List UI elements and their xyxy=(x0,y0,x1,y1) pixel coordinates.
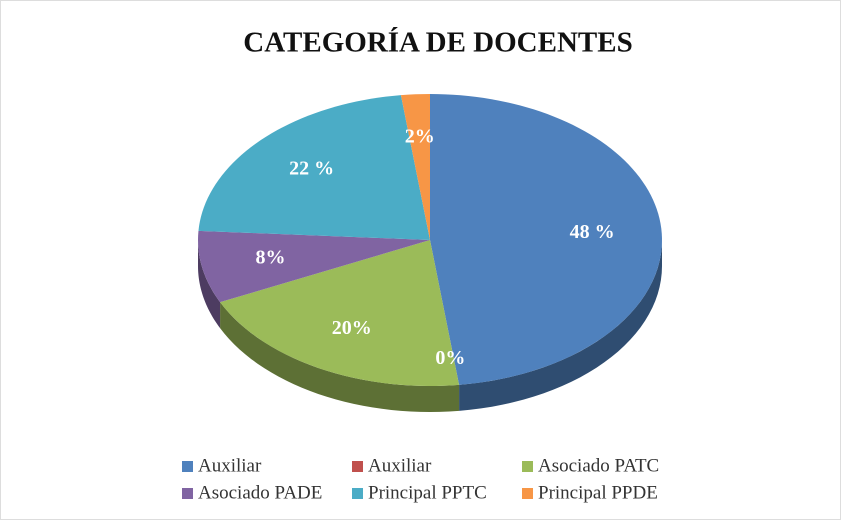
legend-swatch xyxy=(352,461,363,472)
legend-swatch xyxy=(352,488,363,499)
data-label: 48 % xyxy=(570,221,615,243)
legend-swatch xyxy=(522,488,533,499)
slice xyxy=(220,240,460,386)
slice xyxy=(198,95,430,241)
slice-side xyxy=(459,240,662,411)
data-label: 0% xyxy=(435,347,465,369)
data-label: 22 % xyxy=(289,158,334,180)
data-label: 8% xyxy=(255,247,285,269)
data-label: 20% xyxy=(332,317,372,339)
legend-label: Principal PPTC xyxy=(368,482,487,503)
legend-swatch xyxy=(182,488,193,499)
legend-label: Asociado PADE xyxy=(198,482,322,503)
legend-label: Auxiliar xyxy=(368,455,432,476)
legend-label: Auxiliar xyxy=(198,455,262,476)
slice-side xyxy=(198,240,221,329)
data-label: 2% xyxy=(405,126,435,148)
slice xyxy=(198,230,430,303)
chart-title: CATEGORÍA DE DOCENTES xyxy=(243,26,632,59)
legend-swatch xyxy=(522,461,533,472)
legend-label: Principal PPDE xyxy=(538,482,658,503)
legend-swatch xyxy=(182,461,193,472)
legend-label: Asociado PATC xyxy=(538,455,659,476)
slice-side xyxy=(220,302,460,412)
slice xyxy=(400,94,430,240)
slice xyxy=(430,94,662,385)
